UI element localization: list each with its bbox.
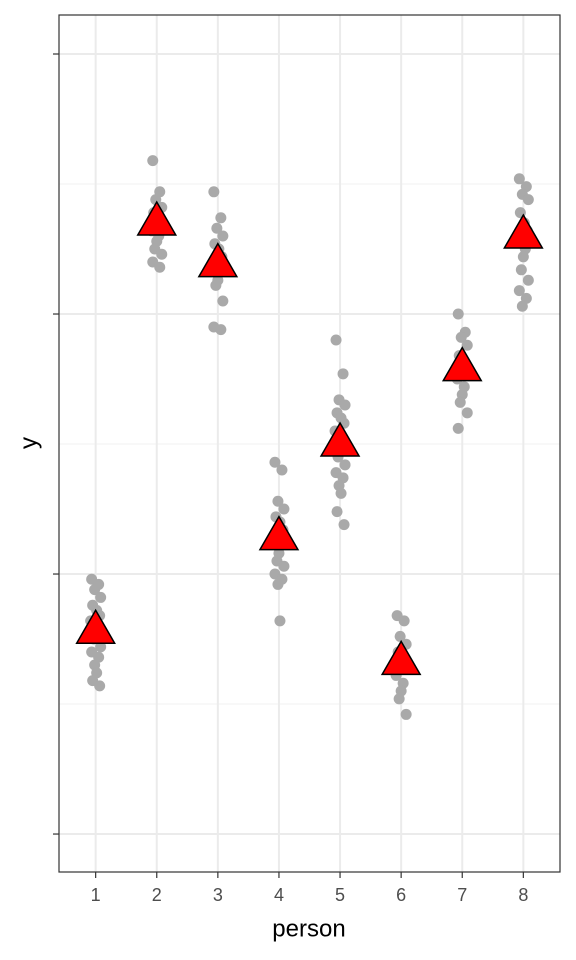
data-point [274, 615, 286, 627]
x-axis-title: person [272, 915, 345, 942]
panel [59, 15, 560, 872]
data-point [95, 641, 107, 653]
data-point [337, 368, 349, 380]
data-point [335, 487, 347, 499]
data-point [215, 324, 227, 336]
data-point [400, 708, 412, 720]
data-point [393, 693, 405, 705]
mean-marker [380, 639, 422, 676]
data-point [94, 680, 106, 692]
panel-border [58, 14, 561, 873]
data-point [208, 186, 220, 198]
data-point [461, 339, 473, 351]
x-tick-label: 4 [274, 885, 284, 905]
data-point [215, 212, 227, 224]
data-point [272, 578, 284, 590]
data-point [211, 222, 223, 234]
data-point [517, 251, 529, 263]
x-tick-label: 6 [396, 885, 406, 905]
data-point [89, 584, 101, 596]
data-point [276, 464, 288, 476]
data-point [513, 285, 525, 297]
mean-marker [441, 346, 483, 382]
data-point [461, 407, 473, 419]
data-point [278, 503, 290, 515]
data-point [150, 194, 162, 206]
data-point [398, 615, 410, 627]
x-tick-label: 8 [518, 885, 528, 905]
x-tick-label: 2 [152, 885, 162, 905]
mean-marker [75, 608, 116, 644]
data-point [278, 560, 290, 572]
data-point [513, 173, 525, 185]
mean-marker [197, 242, 239, 278]
data-point [455, 331, 467, 343]
x-tick-label: 1 [91, 885, 101, 905]
data-point [147, 155, 159, 167]
data-point [454, 396, 466, 408]
mean-marker [258, 515, 300, 551]
data-point [339, 459, 351, 471]
y-axis-title: y [15, 437, 42, 449]
data-point [154, 261, 166, 273]
x-tick-label: 5 [335, 885, 345, 905]
data-point [452, 308, 464, 320]
data-point [522, 194, 534, 206]
data-point [330, 334, 342, 346]
x-tick-label: 3 [213, 885, 223, 905]
data-point [522, 274, 534, 286]
data-point [331, 506, 343, 518]
data-point [272, 495, 284, 507]
x-tick-label: 7 [457, 885, 467, 905]
data-point [338, 519, 350, 531]
mean-marker [136, 200, 178, 236]
data-point [516, 300, 528, 312]
mean-marker [503, 213, 544, 249]
data-point [394, 630, 406, 642]
data-point [217, 230, 229, 242]
data-point [95, 591, 107, 603]
data-point [452, 422, 464, 434]
data-point [515, 264, 527, 276]
data-point [339, 399, 351, 411]
data-point [156, 248, 168, 260]
mean-marker [319, 421, 361, 457]
data-point [210, 279, 222, 291]
data-point [269, 456, 281, 468]
data-point [217, 295, 229, 307]
